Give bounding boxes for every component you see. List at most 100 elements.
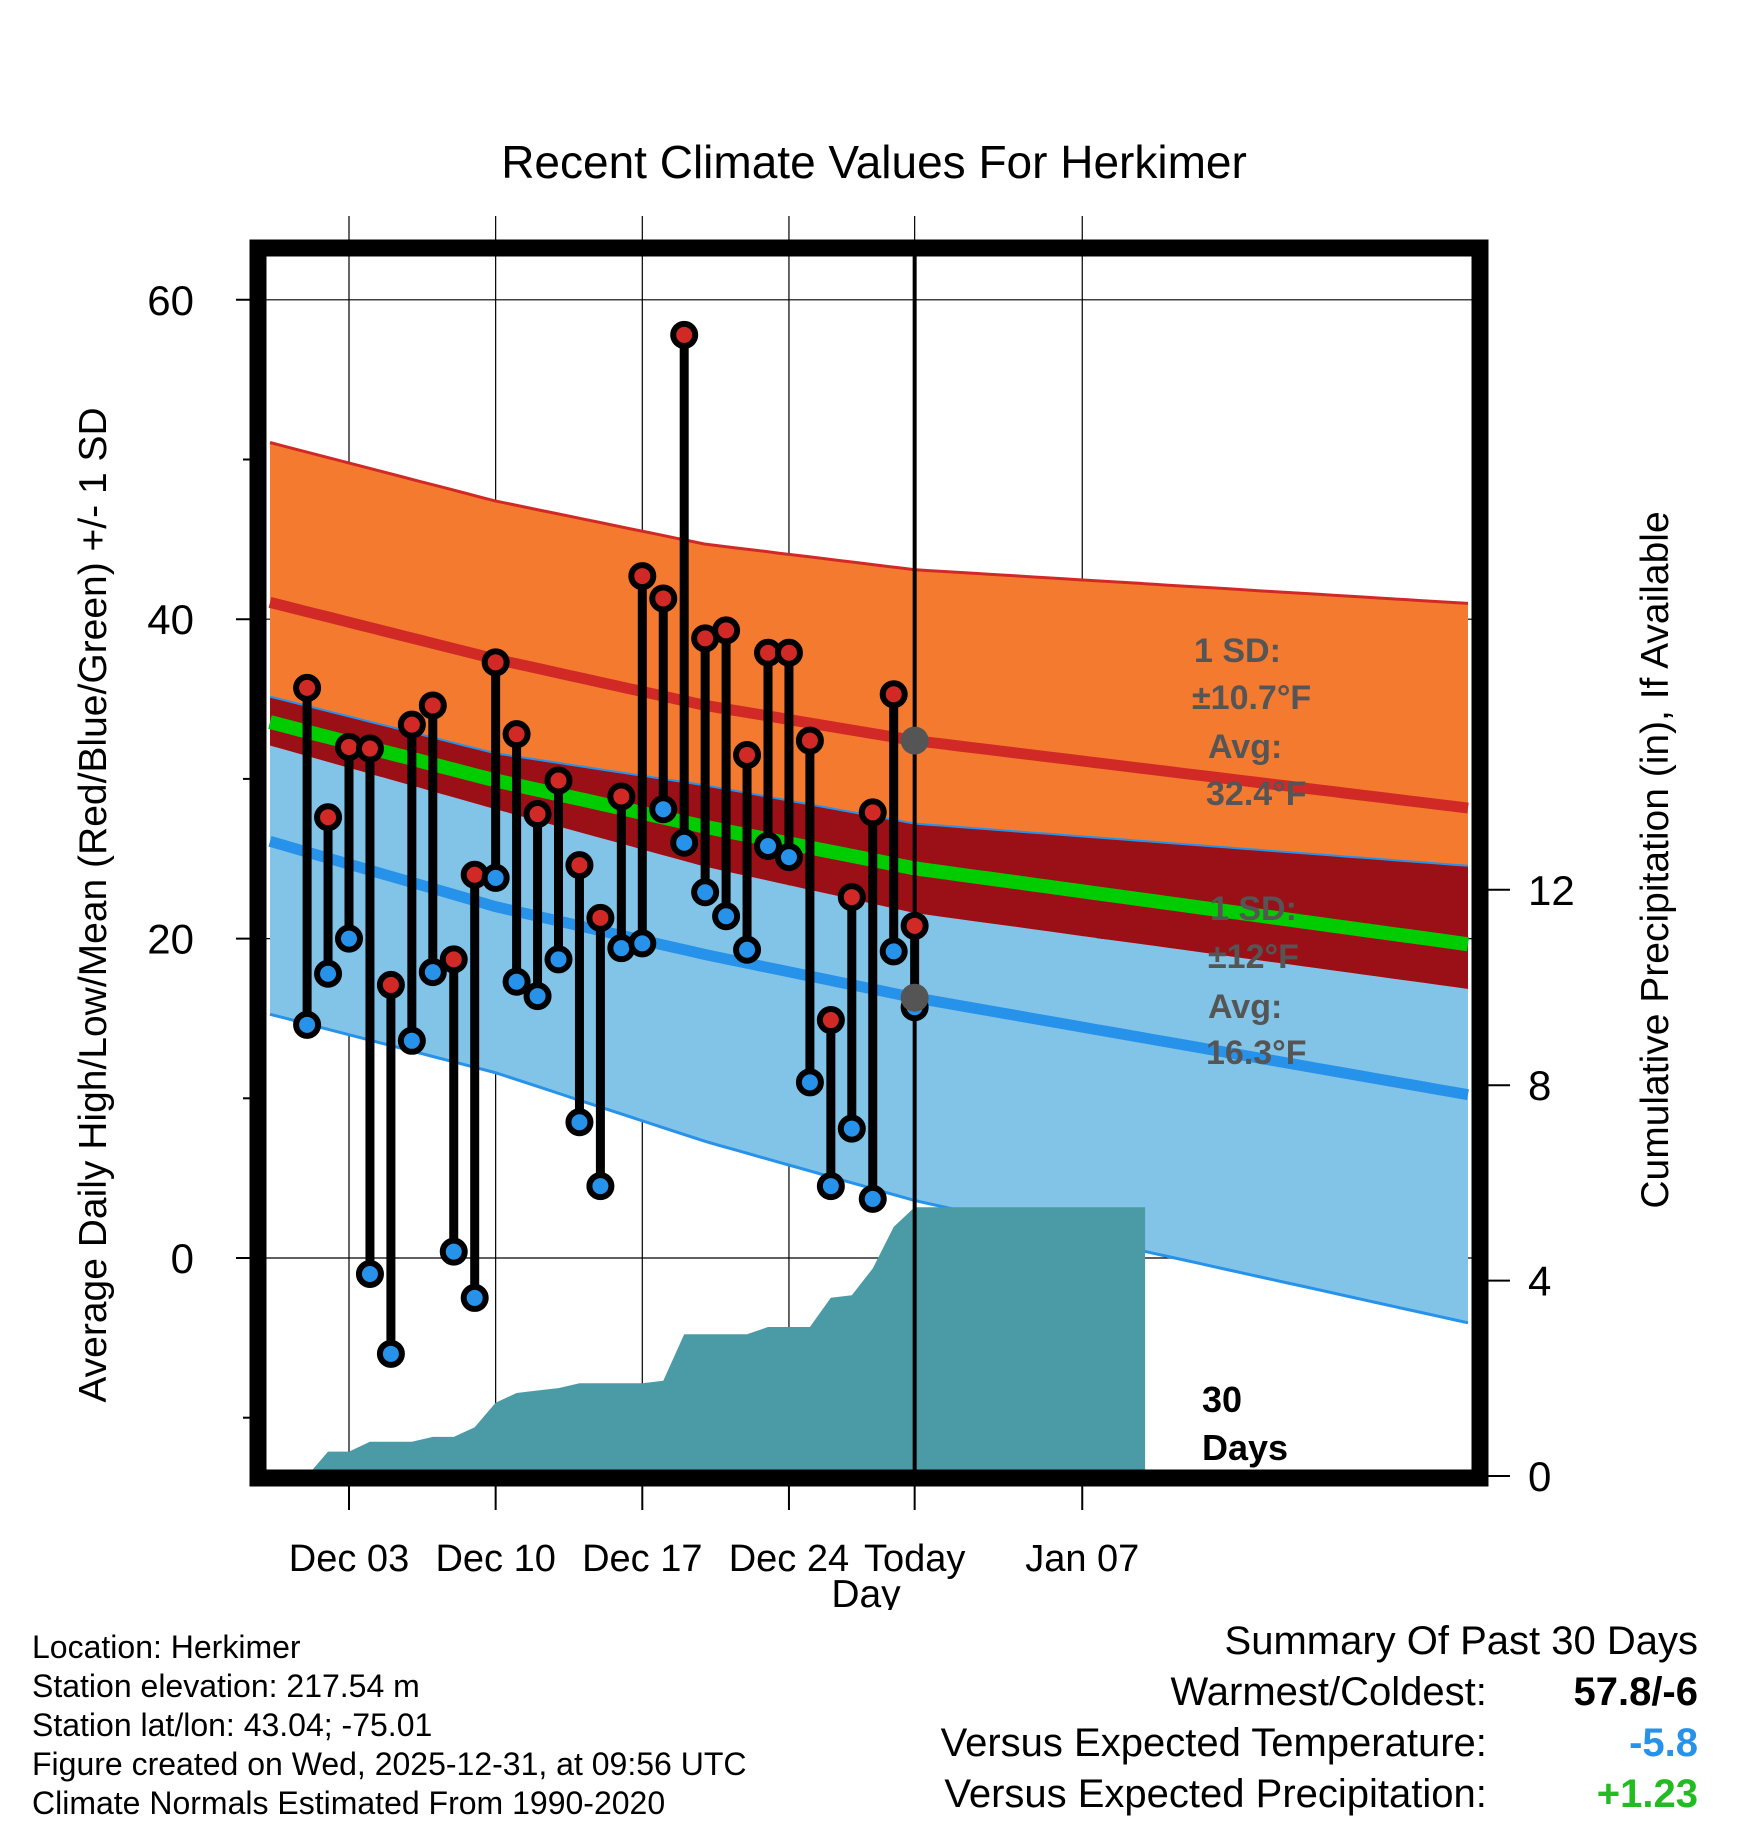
daily-low-point [293,1010,322,1039]
summary-title: Summary Of Past 30 Days [1224,1619,1698,1663]
high-normal-line [268,597,1469,814]
x-tick-label: Dec 03 [289,1538,409,1580]
plot-area [268,248,1469,1478]
summary-panel: Summary Of Past 30 Days Warmest/Coldest:… [941,1616,1698,1820]
daily-high-point [795,726,824,755]
precip-value: +1.23 [1596,1772,1698,1816]
high-sd-upper-line [269,441,1469,605]
daily-high-point [481,648,510,677]
precip-label: Versus Expected Precipitation: [944,1772,1487,1816]
info-location: Location: Herkimer [32,1629,301,1665]
info-latlon: Station lat/lon: 43.04; -75.01 [32,1707,433,1743]
daily-high-point [607,782,636,811]
daily-high-point [733,740,762,769]
daily-low-point [586,1172,615,1201]
daily-low-point [502,967,531,996]
daily-high-point [774,638,803,667]
days-label-text: Days [1202,1427,1288,1468]
daily-low-point [314,959,343,988]
info-elevation: Station elevation: 217.54 m [32,1668,420,1704]
y2-axis-label: Cumulative Precipitation (in), If Availa… [1634,511,1677,1208]
daily-high-point [586,903,615,932]
x-tick-label: Jan 07 [1025,1538,1139,1580]
daily-high-point [418,691,447,720]
low-sd-label: 1 SD: [1210,890,1297,928]
y-axis: 0 20 40 60 [147,277,258,1419]
daily-high-point [293,673,322,702]
daily-high-point [314,803,343,832]
y2-tick-label: 0 [1528,1453,1551,1500]
daily-high-point [712,616,741,645]
x-tick-label: Dec 10 [435,1538,555,1580]
info-created: Figure created on Wed, 2025-12-31, at 09… [32,1746,747,1782]
y-axis-label: Average Daily High/Low/Mean (Red/Blue/Gr… [72,407,115,1402]
y-tick-label: 40 [147,596,194,643]
daily-bars [293,320,929,1368]
daily-low-point [544,945,573,974]
daily-high-point [900,911,929,940]
low-avg-value: 16.3°F [1206,1034,1307,1072]
daily-low-point [523,982,552,1011]
high-avg-value: 32.4°F [1206,775,1307,813]
daily-low-point [481,863,510,892]
daily-high-point [816,1006,845,1035]
daily-low-point [691,878,720,907]
daily-high-point [523,800,552,829]
daily-low-point [733,935,762,964]
daily-low-point [397,1026,426,1055]
daily-low-point [712,902,741,931]
daily-low-point [837,1114,866,1143]
daily-low-point [628,929,657,958]
daily-low-point [376,1339,405,1368]
chart-title: Recent Climate Values For Herkimer [501,136,1247,188]
daily-low-point [816,1172,845,1201]
daily-low-point [649,795,678,824]
daily-low-point [335,924,363,953]
high-sd-label: 1 SD: [1194,632,1281,670]
low-sd-value: ±12°F [1208,938,1299,976]
daily-low-point [774,843,803,872]
climate-chart: Recent Climate Values For Herkimer 1 SD:… [72,136,1677,1610]
high-sd-value: ±10.7°F [1192,679,1311,717]
daily-low-point [879,937,908,966]
daily-high-point [670,320,699,349]
x-axis-label: Day [831,1573,901,1610]
x-tick-label: Dec 24 [729,1538,849,1580]
x-axis: Dec 03 Dec 10 Dec 17 Dec 24 Today Jan 07 [289,1478,1139,1580]
temp-value: -5.8 [1629,1721,1698,1765]
daily-high-point [879,680,908,709]
summary-warmest-row: Warmest/Coldest: 57.8/-6 [941,1667,1699,1718]
daily-low-point [858,1184,887,1213]
daily-low-point [355,1259,384,1288]
summary-temp-row: Versus Expected Temperature: -5.8 [941,1718,1698,1769]
high-sd-band [270,442,1468,866]
high-avg-marker [900,726,929,755]
y2-tick-label: 4 [1528,1258,1551,1305]
warmest-label: Warmest/Coldest: [1170,1670,1487,1714]
low-avg-marker [900,983,929,1012]
precip-area [292,1207,1146,1478]
daily-high-point [544,766,573,795]
info-normals: Climate Normals Estimated From 1990-2020 [32,1785,666,1821]
x-tick-label: Today [864,1538,965,1580]
warmest-value: 57.8/-6 [1573,1670,1698,1714]
y-tick-label: 0 [171,1235,194,1282]
daily-high-point [628,562,657,591]
station-info: Location: Herkimer Station elevation: 21… [32,1628,746,1823]
daily-low-point [754,831,782,860]
daily-high-point [502,720,531,749]
y-tick-label: 20 [147,916,194,963]
temp-label: Versus Expected Temperature: [940,1721,1487,1765]
daily-high-point [397,710,426,739]
high-avg-label: Avg: [1208,728,1282,766]
daily-low-point [670,828,699,857]
plot-frame [249,239,1489,1487]
daily-high-point [439,945,468,974]
x-tick-label: Dec 17 [582,1538,702,1580]
daily-high-point [565,851,594,880]
low-avg-label: Avg: [1208,988,1282,1026]
summary-precip-row: Versus Expected Precipitation: +1.23 [941,1769,1698,1820]
y2-tick-label: 12 [1528,867,1575,914]
y2-tick-label: 8 [1528,1062,1551,1109]
daily-high-point [355,734,384,763]
